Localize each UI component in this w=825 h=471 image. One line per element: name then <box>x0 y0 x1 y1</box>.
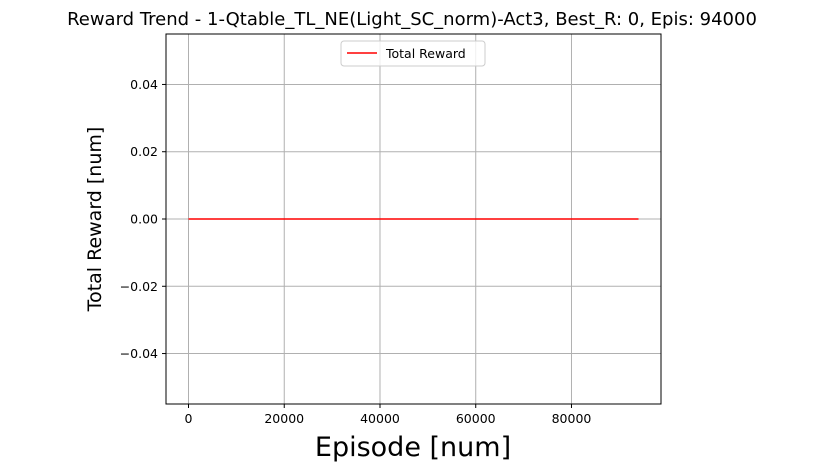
y-tick-label: 0.04 <box>130 77 158 92</box>
legend: Total Reward <box>340 40 486 67</box>
x-axis-label: Episode [num] <box>315 432 511 463</box>
y-tick-label: −0.04 <box>120 346 158 361</box>
chart-title: Reward Trend - 1-Qtable_TL_NE(Light_SC_n… <box>67 9 757 30</box>
x-tick-label: 0 <box>185 411 193 426</box>
x-tick-label: 40000 <box>360 411 400 426</box>
legend-box <box>340 40 486 67</box>
y-axis-label: Total Reward [num] <box>84 127 106 313</box>
y-axis: −0.04 −0.02 0.00 0.02 0.04 <box>120 77 166 361</box>
x-axis: 0 20000 40000 60000 80000 <box>185 404 592 426</box>
y-tick-label: −0.02 <box>120 279 158 294</box>
y-tick-label: 0.00 <box>130 212 158 227</box>
x-tick-label: 60000 <box>456 411 496 426</box>
x-tick-label: 20000 <box>264 411 304 426</box>
legend-label-total-reward: Total Reward <box>385 46 466 61</box>
x-tick-label: 80000 <box>552 411 592 426</box>
y-tick-label: 0.02 <box>130 144 158 159</box>
